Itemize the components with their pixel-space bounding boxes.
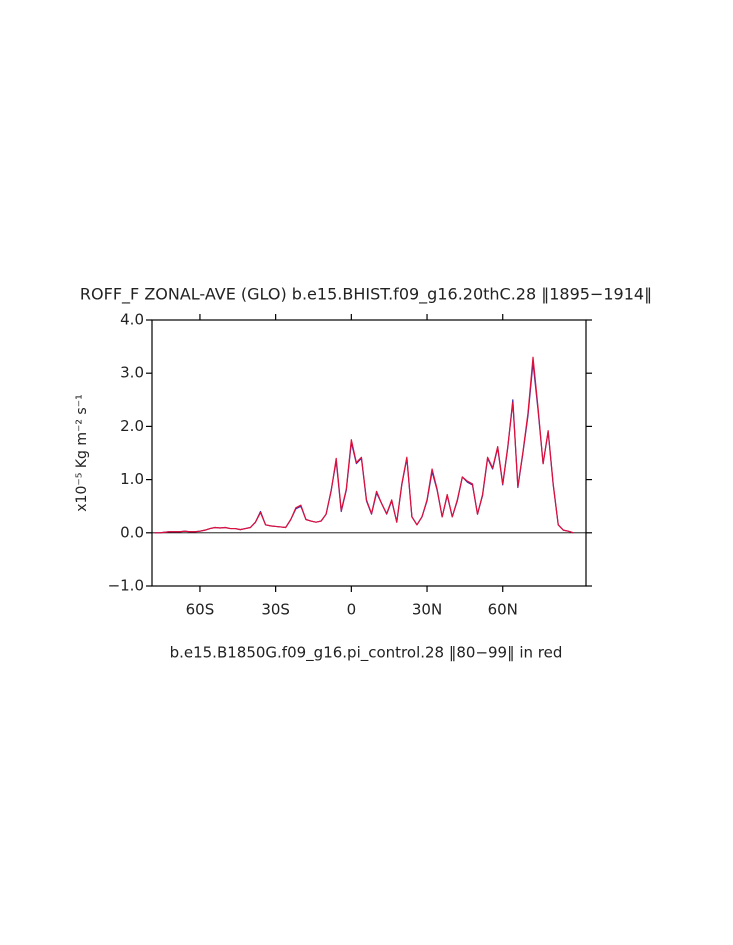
y-axis-label: x10⁻⁵ Kg m⁻² s⁻¹ xyxy=(74,394,90,511)
chart-subtitle: b.e15.B1850G.f09_g16.pi_control.28 ‖80−9… xyxy=(170,644,563,663)
y-tick-label: 4.0 xyxy=(120,311,144,329)
x-tick-label: 60S xyxy=(186,601,215,619)
x-tick-label: 30S xyxy=(261,601,290,619)
x-tick-label: 30N xyxy=(412,601,442,619)
y-tick-label: 1.0 xyxy=(120,470,144,488)
data-line xyxy=(154,361,574,534)
y-tick-label: 2.0 xyxy=(120,417,144,435)
y-tick-label: 0.0 xyxy=(120,523,144,541)
plot-frame xyxy=(151,319,587,587)
x-tick-label: 0 xyxy=(347,601,357,619)
data-line xyxy=(154,356,574,534)
y-tick-label: −1.0 xyxy=(108,577,144,595)
y-tick-label: 3.0 xyxy=(120,364,144,382)
chart-title: ROFF_F ZONAL-AVE (GLO) b.e15.BHIST.f09_g… xyxy=(80,285,652,305)
x-tick-label: 60N xyxy=(488,601,518,619)
